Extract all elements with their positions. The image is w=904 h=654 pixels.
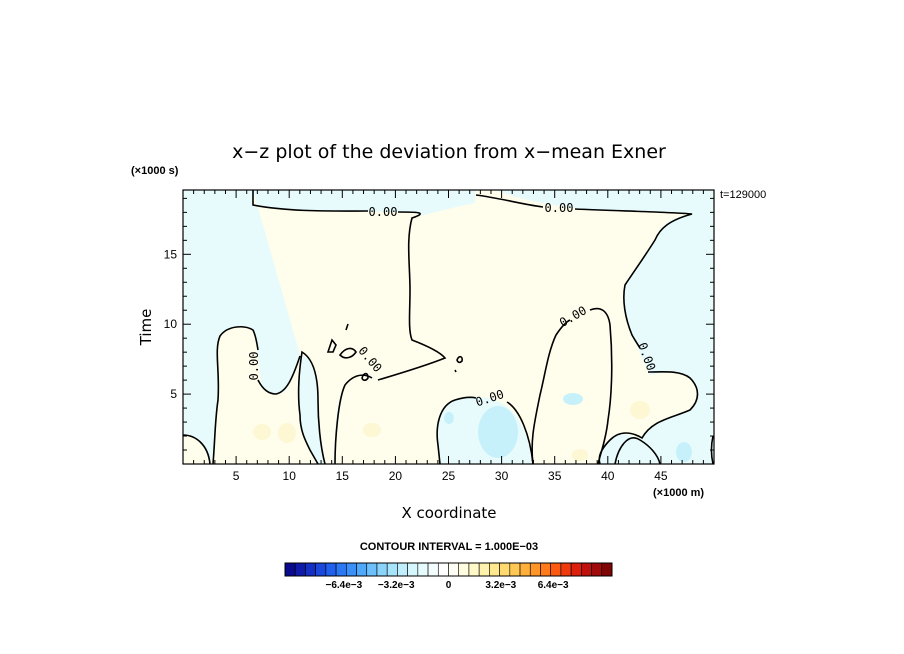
x-axis: 5 10 15 20 25 30 35 40 45 bbox=[193, 190, 704, 483]
y-tick-label: 5 bbox=[170, 387, 177, 401]
colorbar-swatch bbox=[509, 562, 521, 577]
colorbar-tick-label: −3.2e−3 bbox=[378, 580, 415, 591]
colorbar-swatch bbox=[550, 562, 562, 577]
colorbar-swatch bbox=[437, 562, 449, 577]
x-tick-label: 10 bbox=[283, 469, 297, 483]
colorbar-swatch bbox=[540, 562, 551, 577]
zero-contour-line bbox=[345, 323, 349, 331]
contour-interval-text: CONTOUR INTERVAL = 1.000E−03 bbox=[360, 541, 538, 553]
chart-title: x−z plot of the deviation from x−mean Ex… bbox=[232, 141, 666, 163]
zero-contour-line bbox=[574, 208, 693, 349]
colorbar-swatch bbox=[448, 562, 460, 577]
x-tick-label: 40 bbox=[601, 469, 615, 483]
positive-anomaly bbox=[363, 423, 381, 437]
colorbar-swatch bbox=[407, 562, 419, 577]
zero-contour-line bbox=[506, 401, 534, 465]
x-unit-label: (×1000 m) bbox=[653, 487, 704, 499]
x-axis-title: X coordinate bbox=[401, 504, 496, 522]
colorbar-tick-label: −6.4e−3 bbox=[326, 580, 363, 591]
colorbar-swatch bbox=[294, 562, 306, 577]
plot-area bbox=[183, 190, 714, 464]
colorbar-swatch bbox=[356, 562, 368, 577]
positive-anomaly bbox=[630, 401, 650, 419]
zero-contours bbox=[182, 190, 714, 465]
colorbar-frame bbox=[284, 562, 613, 577]
contour-label: 0.00 bbox=[369, 205, 398, 219]
x-tick-label: 45 bbox=[654, 469, 668, 483]
colorbar-swatch bbox=[581, 562, 592, 577]
zero-contour-line bbox=[589, 307, 613, 465]
y-unit-label: (×1000 s) bbox=[131, 165, 179, 177]
colorbar-swatch bbox=[519, 562, 531, 577]
x-tick-label: 20 bbox=[389, 469, 403, 483]
y-axis: 5 10 15 bbox=[164, 197, 714, 451]
zero-contour-line bbox=[212, 326, 259, 465]
zero-contour-line bbox=[456, 355, 463, 364]
colorbar-swatch bbox=[417, 562, 429, 577]
x-tick-label: 5 bbox=[233, 469, 240, 483]
colorbar-tick-label: 6.4e−3 bbox=[538, 580, 569, 591]
colorbar-tick-label: 3.2e−3 bbox=[485, 580, 516, 591]
colorbar-swatch bbox=[591, 562, 603, 577]
zero-contour-line bbox=[361, 372, 369, 382]
colorbar-swatch bbox=[325, 562, 337, 577]
colorbar-swatch bbox=[468, 562, 480, 577]
colorbar-swatch bbox=[601, 562, 613, 577]
time-stamp: t=129000 bbox=[720, 189, 766, 201]
colorbar-swatch bbox=[376, 562, 388, 577]
colorbar-swatch bbox=[366, 562, 378, 577]
zero-contour-line bbox=[326, 338, 337, 353]
negative-anomaly bbox=[444, 412, 454, 424]
colorbar-swatch bbox=[489, 562, 500, 577]
colorbar-swatch bbox=[560, 562, 572, 577]
x-tick-label: 15 bbox=[336, 469, 350, 483]
zero-contour-line bbox=[454, 369, 457, 373]
zero-contour-line bbox=[475, 194, 544, 208]
zero-contour-line bbox=[377, 211, 447, 381]
colorbar-ticks: −6.4e−3 −3.2e−3 0 3.2e−3 6.4e−3 bbox=[326, 580, 570, 591]
colorbar-swatch bbox=[478, 562, 490, 577]
y-tick-label: 15 bbox=[164, 247, 178, 261]
colorbar-swatch bbox=[386, 562, 398, 577]
colorbar-swatch bbox=[499, 562, 511, 577]
y-axis-title: Time bbox=[137, 309, 155, 347]
colorbar-tick-label: 0 bbox=[446, 580, 452, 591]
zero-contour-line bbox=[436, 396, 477, 465]
positive-anomaly bbox=[253, 424, 271, 440]
colorbar-swatch bbox=[335, 562, 347, 577]
colorbar-swatch bbox=[346, 562, 357, 577]
colorbar-swatch bbox=[570, 562, 582, 577]
contour-label: 0.00 bbox=[247, 352, 261, 381]
zero-contour-line bbox=[614, 437, 661, 465]
y-tick-label: 10 bbox=[164, 317, 178, 331]
colorbar-swatch bbox=[427, 562, 439, 577]
contour-label: 0.00 bbox=[545, 201, 574, 215]
colorbar bbox=[284, 562, 613, 577]
positive-region bbox=[183, 190, 445, 464]
zero-contour-line bbox=[252, 190, 369, 212]
negative-anomaly bbox=[676, 442, 692, 462]
colorbar-swatch bbox=[284, 562, 296, 577]
negative-anomaly bbox=[563, 393, 583, 405]
x-tick-label: 30 bbox=[495, 469, 509, 483]
colorbar-swatch bbox=[458, 562, 470, 577]
zero-contour-line bbox=[297, 350, 326, 465]
colorbar-swatch bbox=[305, 562, 316, 577]
colorbar-swatch bbox=[529, 562, 541, 577]
colorbar-swatch bbox=[397, 562, 408, 577]
positive-region bbox=[335, 190, 698, 464]
positive-anomaly bbox=[572, 449, 588, 461]
negative-anomaly bbox=[478, 406, 518, 458]
zero-contour-line bbox=[531, 319, 571, 465]
colorbar-swatch bbox=[315, 562, 327, 577]
x-tick-label: 35 bbox=[548, 469, 562, 483]
zero-contour-line bbox=[182, 434, 211, 465]
x-tick-label: 25 bbox=[442, 469, 456, 483]
zero-contour-line bbox=[338, 347, 357, 359]
zero-contour-line bbox=[257, 355, 301, 395]
positive-anomaly bbox=[278, 423, 296, 443]
zero-contour-line bbox=[598, 370, 699, 465]
